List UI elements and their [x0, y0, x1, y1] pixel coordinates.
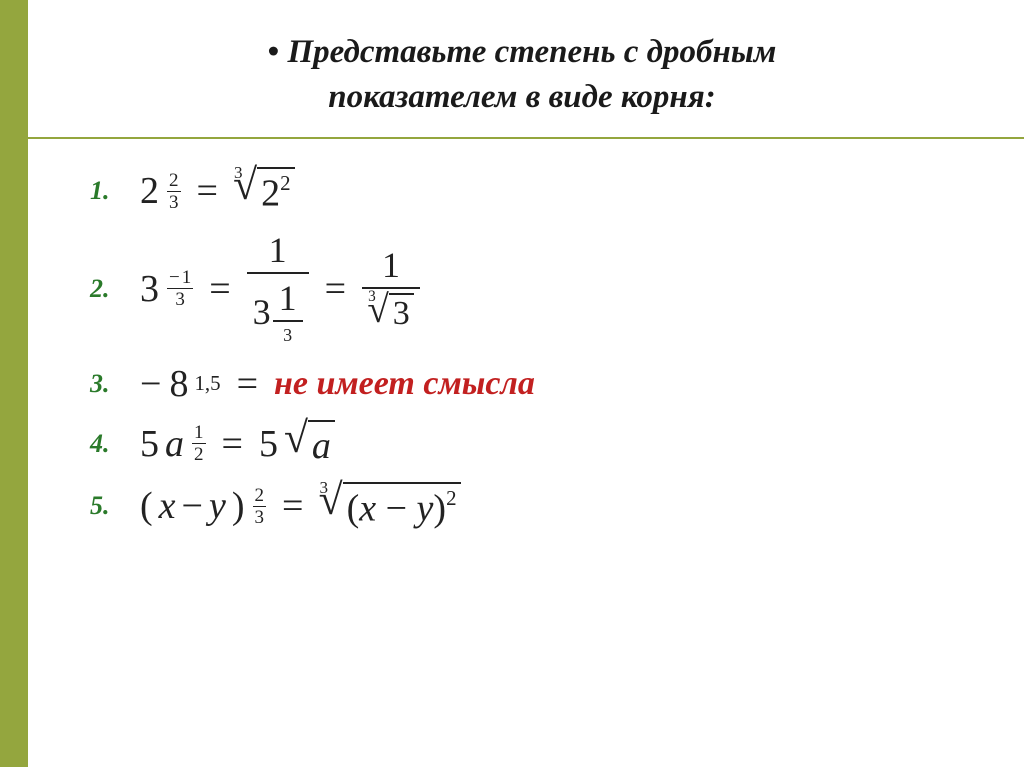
base: 8 [169, 362, 188, 406]
exp-denominator: 2 [192, 445, 206, 464]
radicand: 3 [389, 293, 414, 331]
denom-base: 3 [253, 294, 271, 330]
item-3: 3. −81,5 = не имеет смысла [90, 362, 964, 406]
fractional-exponent: 1 2 [192, 423, 206, 464]
minus-sign: − [182, 484, 203, 528]
item-number: 5. [90, 491, 140, 521]
exp-numerator: 1 [273, 278, 303, 318]
neg-sign: − [169, 267, 180, 288]
variable-x: x [159, 484, 176, 528]
exp-denominator: 3 [173, 290, 187, 309]
denom-exp: 1 3 [273, 278, 303, 346]
equals: = [212, 422, 253, 466]
item-5: 5. (x − y) 2 3 = 3 √ (x − y)2 [90, 482, 964, 531]
coefficient: 5 [140, 422, 159, 466]
left-paren: ( [347, 487, 360, 529]
equals: = [199, 267, 240, 311]
radical-icon: √ [319, 483, 343, 518]
equals: = [187, 169, 228, 213]
radicand: (x − y)2 [343, 482, 461, 531]
left-paren: ( [140, 484, 153, 528]
item-number: 3. [90, 369, 140, 399]
exp-denominator: 3 [167, 193, 181, 212]
frac-bar [273, 320, 303, 322]
frac-numerator: 1 [376, 245, 406, 285]
left-accent-bar [0, 0, 28, 767]
title-underline [0, 137, 1024, 139]
radicand-exp: 2 [280, 171, 290, 195]
variable-y: y [417, 487, 434, 529]
exponent: 1,5 [194, 371, 220, 396]
frac-bar [247, 272, 309, 274]
fraction-result-1: 1 3 1 3 [247, 230, 309, 348]
exp-numerator: 2 [167, 171, 181, 190]
radicand: 22 [257, 167, 294, 216]
equals: = [227, 362, 268, 406]
result-coefficient: 5 [259, 422, 278, 466]
math-expr-5: (x − y) 2 3 = 3 √ (x − y)2 [140, 482, 461, 531]
radical: √ a [284, 420, 335, 468]
equals: = [272, 484, 313, 528]
variable-y: y [209, 484, 226, 528]
item-number: 4. [90, 429, 140, 459]
variable-x: x [359, 487, 376, 529]
exp-denominator: 3 [277, 324, 298, 346]
variable-a: a [165, 422, 184, 466]
minus-sign: − [386, 487, 407, 529]
math-expr-2: 3 −1 3 = 1 3 1 3 = 1 [140, 230, 420, 348]
fractional-exponent: −1 3 [167, 268, 193, 309]
math-expr-3: −81,5 = не имеет смысла [140, 362, 535, 406]
bullet-icon: • [268, 34, 280, 70]
item-4: 4. 5a 1 2 = 5 √ a [90, 420, 964, 468]
title-line-1: Представьте степень с дробным [287, 34, 776, 70]
radical-icon: √ [284, 421, 308, 456]
base: 2 [140, 169, 159, 213]
fractional-exponent: 2 3 [253, 486, 267, 527]
item-number: 2. [90, 274, 140, 304]
radical: 3 √ (x − y)2 [319, 482, 460, 531]
math-expr-4: 5a 1 2 = 5 √ a [140, 420, 335, 468]
no-sense-text: не имеет смысла [274, 365, 535, 403]
item-1: 1. 2 2 3 = 3 √ 22 [90, 167, 964, 216]
frac-denominator: 3 1 3 [247, 276, 309, 348]
fraction-result-2: 1 3 √ 3 [362, 245, 420, 333]
radicand-exp: 2 [446, 486, 456, 510]
frac-denominator: 3 √ 3 [362, 291, 420, 333]
radical: 3 √ 22 [234, 167, 295, 216]
base: 3 [140, 267, 159, 311]
radicand: a [308, 420, 335, 468]
exp-numerator: −1 [167, 268, 193, 287]
slide-header: • Представьте степень с дробным показате… [0, 0, 1024, 137]
right-paren: ) [232, 484, 245, 528]
radicand-base: 2 [261, 173, 280, 215]
exp-denominator: 3 [253, 508, 267, 527]
slide-title: • Представьте степень с дробным показате… [80, 30, 964, 119]
item-2: 2. 3 −1 3 = 1 3 1 3 = 1 [90, 230, 964, 348]
exp-num-value: 1 [182, 267, 192, 288]
exp-numerator: 1 [192, 423, 206, 442]
radical: 3 √ 3 [368, 293, 414, 331]
radical-icon: √ [233, 168, 257, 203]
exp-numerator: 2 [253, 486, 267, 505]
right-paren: ) [433, 487, 446, 529]
fractional-exponent: 2 3 [167, 171, 181, 212]
equals: = [315, 267, 356, 311]
radical-icon: √ [367, 294, 388, 325]
content-area: 1. 2 2 3 = 3 √ 22 2. 3 −1 3 [0, 157, 1024, 564]
neg-sign: − [140, 362, 163, 406]
title-line-2: показателем в виде корня: [328, 79, 715, 115]
math-expr-1: 2 2 3 = 3 √ 22 [140, 167, 295, 216]
item-number: 1. [90, 176, 140, 206]
frac-numerator: 1 [263, 230, 293, 270]
